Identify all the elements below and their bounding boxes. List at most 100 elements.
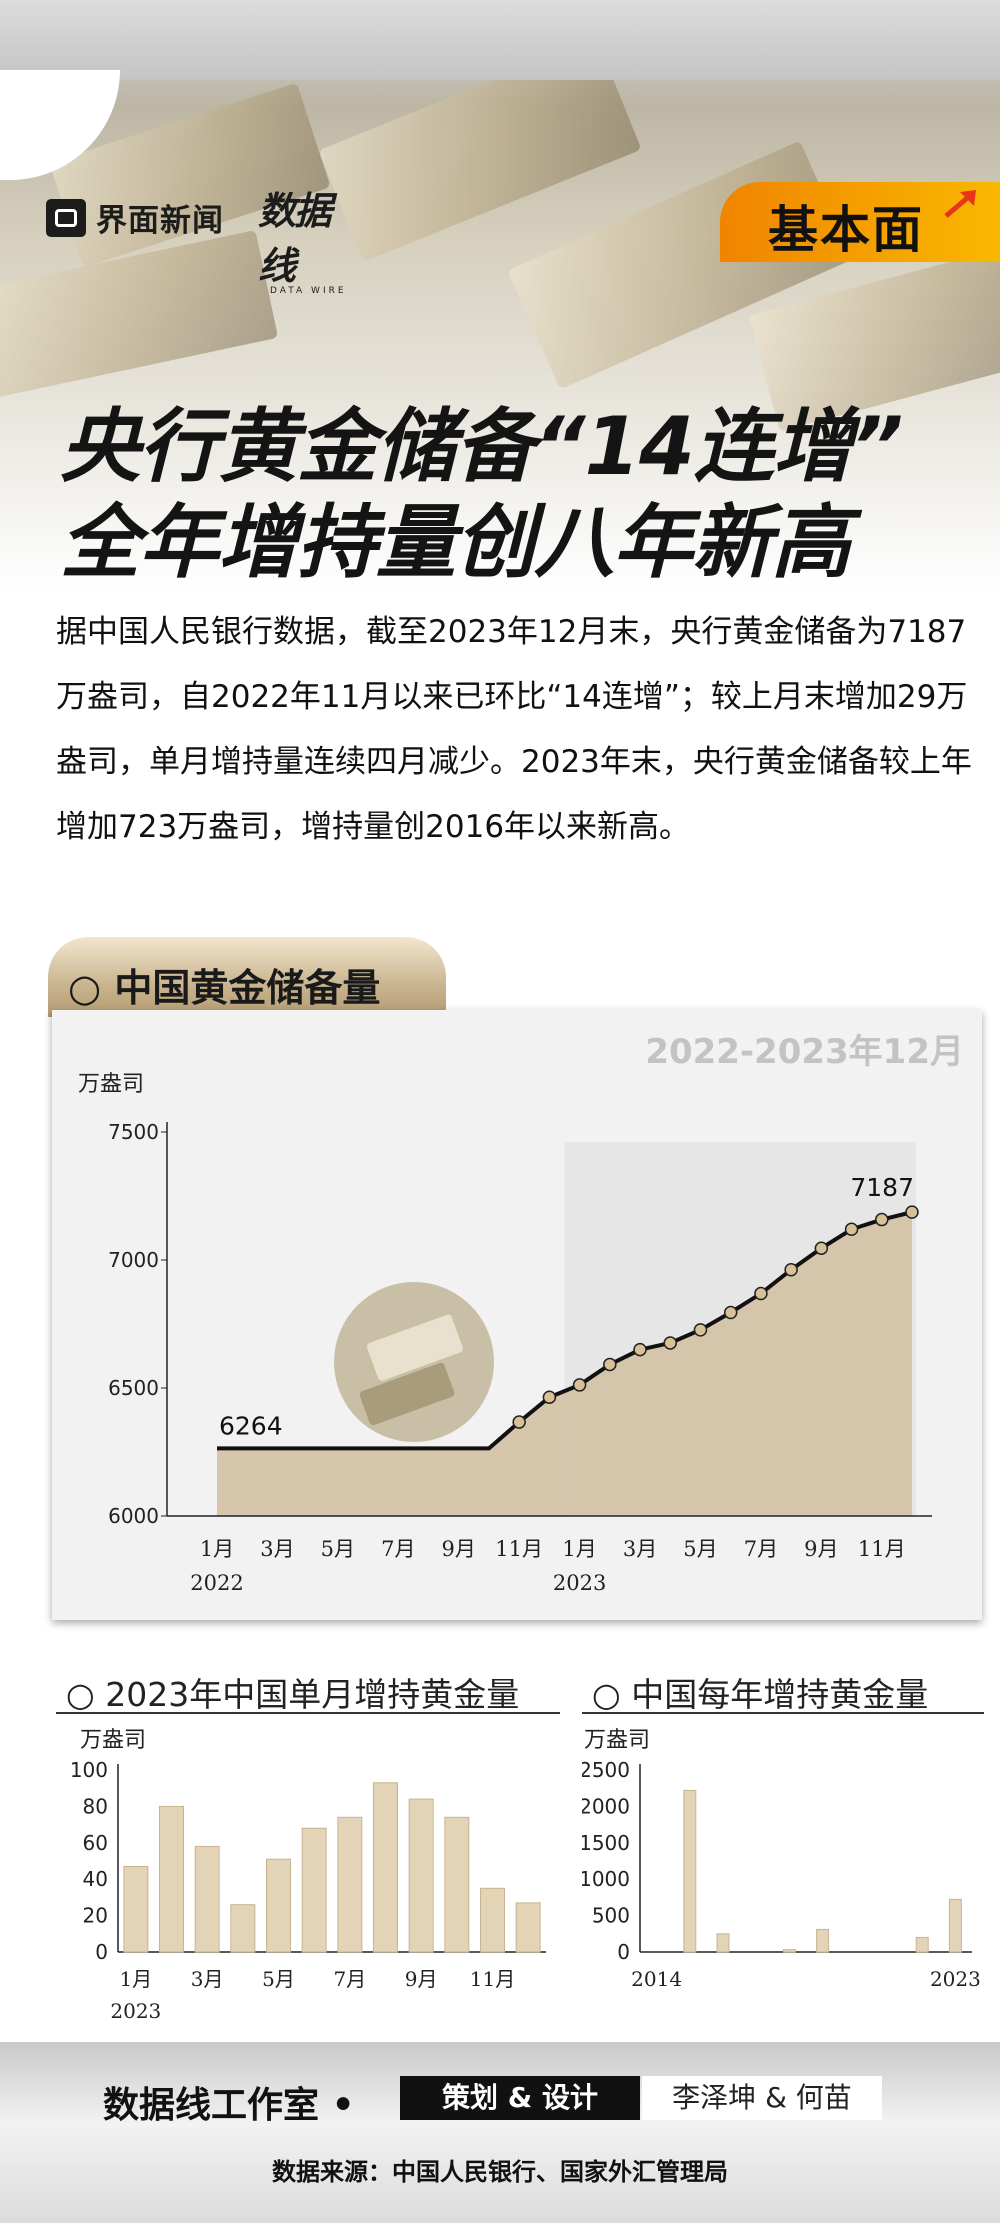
bar: [194, 1845, 220, 1953]
data-point: [633, 1342, 647, 1357]
data-point: [542, 1390, 557, 1404]
annual-chart-unit: 万盎司: [584, 1728, 651, 1753]
bar: [480, 1887, 505, 1953]
bar: [948, 1898, 962, 1953]
y-tick-label: 2000: [582, 1794, 630, 1818]
bar: [373, 1782, 398, 1953]
studio-name: 数据线工作室 •: [103, 2076, 355, 2128]
y-tick-label: 40: [83, 1867, 108, 1891]
main-chart-tab: ○ 中国黄金储备量: [48, 937, 446, 1017]
bar: [230, 1904, 256, 1953]
data-point: [693, 1323, 708, 1337]
annotation-end: 7187: [850, 1173, 914, 1202]
brand-name: 界面新闻: [96, 203, 224, 239]
x-tick-label: 5月: [683, 1537, 717, 1561]
gold-reserve-area-chart: 6000 6500 7000 7500 1月 3月 5月 7月 9月 11月 1月 3月 5月 7月 9月 1…: [108, 1120, 932, 1595]
bar: [716, 1933, 730, 1953]
gold-bar-decoration: [0, 230, 279, 400]
data-point: [603, 1357, 617, 1372]
data-point: [663, 1336, 678, 1350]
year-label: 2022: [190, 1571, 243, 1595]
x-tick-label: 11月: [495, 1537, 543, 1561]
x-tick-label: 1月: [200, 1537, 234, 1561]
bar: [683, 1789, 697, 1953]
annual-bar-chart: 0 500 1000 1500 2000 2500 2014 2023: [582, 1758, 981, 1991]
annotation-start: 6264: [219, 1411, 283, 1440]
bar: [408, 1798, 434, 1953]
data-wire-logo: 数据线 DATA WIRE: [258, 180, 358, 296]
data-point: [754, 1286, 768, 1301]
monthly-chart-rule: [56, 1712, 560, 1714]
headline-line-1: 央行黄金储备“14连增”: [60, 400, 903, 493]
bar: [515, 1902, 541, 1953]
data-point: [814, 1241, 829, 1255]
main-chart-title-text: 中国黄金储备量: [114, 966, 381, 1010]
monthly-bar-chart: 0 20 40 60 80 100 1月 3月 5月 7月 9月 11月 2023: [70, 1758, 546, 2020]
bar: [123, 1865, 149, 1953]
headline-line-2: 全年增持量创八年新高: [60, 496, 851, 589]
x-tick-label: 5月: [321, 1537, 355, 1561]
x-tick-label: 7月: [744, 1537, 778, 1561]
gold-bar-icon: [366, 1314, 463, 1381]
x-tick-label: 3月: [191, 1967, 224, 1991]
bar: [266, 1858, 291, 1953]
bar: [782, 1949, 796, 1953]
main-chart-title: ○ 中国黄金储备量: [68, 966, 381, 1010]
x-tick-label: 7月: [333, 1967, 366, 1991]
data-source: 数据来源：中国人民银行、国家外汇管理局: [272, 2158, 728, 2186]
bar: [444, 1816, 470, 1953]
bar: [301, 1827, 327, 1953]
y-tick-label: 1000: [582, 1867, 630, 1891]
y-tick-label: 6000: [108, 1504, 159, 1528]
data-point: [572, 1378, 587, 1392]
top-strip: [0, 0, 1000, 80]
jiemian-logo-icon: [46, 198, 86, 237]
annual-chart-rule: [582, 1712, 984, 1714]
y-tick-label: 1500: [582, 1831, 630, 1855]
year-label: 2023: [553, 1571, 606, 1595]
y-tick-label: 7000: [108, 1248, 159, 1272]
y-tick-label: 500: [592, 1904, 630, 1928]
monthly-chart-title-text: 2023年中国单月增持黄金量: [105, 1675, 520, 1714]
arrow-up-right-icon: [944, 190, 976, 218]
y-tick-label: 100: [70, 1758, 108, 1782]
footer: 数据线工作室 • 策划 & 设计 李泽坤 & 何苗 数据来源：中国人民银行、国家…: [0, 2042, 1000, 2223]
data-point: [844, 1222, 859, 1237]
x-tick-label: 11月: [858, 1537, 906, 1561]
author-names: 李泽坤 & 何苗: [642, 2076, 882, 2120]
data-wire-cn: 数据线: [258, 189, 332, 288]
x-tick-label: 3月: [260, 1537, 294, 1561]
y-tick-label: 80: [83, 1794, 108, 1818]
x-tick-label: 9月: [804, 1537, 838, 1561]
data-point: [512, 1415, 526, 1429]
data-point: [905, 1205, 919, 1219]
gold-bar-icon: [359, 1362, 455, 1426]
x-tick-label: 9月: [405, 1967, 438, 1991]
section-badge: 基本面: [720, 182, 1000, 262]
role-label: 策划 & 设计: [400, 2076, 640, 2120]
x-tick-label: 3月: [623, 1537, 657, 1561]
x-tick-label: 1月: [562, 1537, 596, 1561]
brand-logo-group: 界面新闻: [46, 195, 224, 240]
x-tick-label: 2023: [930, 1967, 981, 1991]
x-tick-label: 5月: [262, 1967, 295, 1991]
data-wire-en: DATA WIRE: [270, 286, 347, 296]
hero-banner: [0, 0, 1000, 590]
badge-label: 基本面: [768, 201, 924, 259]
main-chart-unit: 万盎司: [78, 1072, 145, 1097]
y-tick-label: 60: [83, 1831, 108, 1855]
data-point: [875, 1212, 889, 1227]
main-chart-card: 6000 6500 7000 7500 1月 3月 5月 7月 9月 11月 1月 3月 5月 7月 9月 1…: [52, 1010, 982, 1620]
data-point: [784, 1262, 798, 1277]
x-tick-label: 7月: [381, 1537, 415, 1561]
y-tick-label: 0: [617, 1940, 630, 1964]
y-tick-label: 2500: [582, 1758, 630, 1782]
y-tick-label: 6500: [108, 1376, 159, 1400]
bar: [159, 1805, 184, 1953]
x-tick-label: 9月: [442, 1537, 476, 1561]
monthly-chart-title: ○ 2023年中国单月增持黄金量: [66, 1675, 520, 1714]
annual-chart-title: ○ 中国每年增持黄金量: [592, 1675, 929, 1714]
annual-chart-title-text: 中国每年增持黄金量: [631, 1675, 929, 1714]
y-tick-label: 20: [83, 1904, 108, 1928]
studio-dot: •: [331, 2084, 355, 2126]
